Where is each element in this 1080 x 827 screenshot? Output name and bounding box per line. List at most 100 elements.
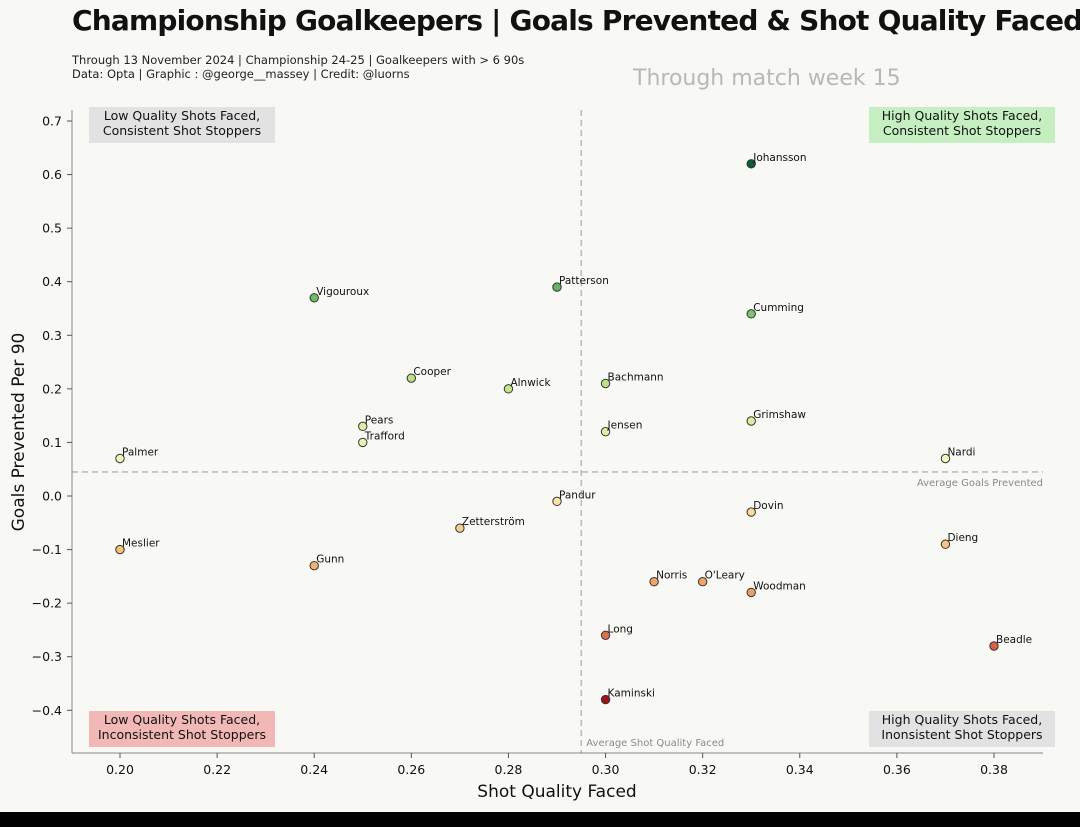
point-marker <box>600 378 611 389</box>
point-label: Long <box>608 623 633 635</box>
point-marker <box>358 421 368 432</box>
quadrant-label-text: Inonsistent Shot Stoppers <box>881 727 1042 742</box>
average-goals-prevented-label: Average Goals Prevented <box>917 478 1043 489</box>
point-marker <box>115 453 125 464</box>
point-marker <box>552 282 562 292</box>
bottom-bar <box>0 812 1080 827</box>
point-marker <box>115 544 125 555</box>
x-tick-label: 0.20 <box>106 762 134 777</box>
x-tick-label: 0.28 <box>495 762 523 777</box>
goalkeeper-point: Vigouroux <box>309 286 369 303</box>
point-marker <box>746 416 756 426</box>
point-label: Pandur <box>559 489 596 501</box>
goalkeeper-point: Alnwick <box>503 377 551 394</box>
quadrant-label-box <box>869 107 1055 143</box>
goalkeeper-point: Long <box>600 623 633 640</box>
quadrant-label-text: Consistent Shot Stoppers <box>103 123 261 138</box>
point-marker <box>600 630 611 640</box>
y-tick-label: 0.1 <box>42 435 62 450</box>
goalkeeper-point: Beadle <box>989 634 1032 651</box>
point-marker <box>600 427 611 437</box>
point-label: Nardi <box>947 447 975 459</box>
chart-title: Championship Goalkeepers | Goals Prevent… <box>72 4 1080 37</box>
quadrant-label-bottom-right: High Quality Shots Faced,Inonsistent Sho… <box>869 711 1055 747</box>
quadrant-label-box <box>89 107 275 143</box>
point-label: Vigouroux <box>316 286 369 298</box>
goalkeeper-point: Cumming <box>746 302 804 319</box>
point-label: Pears <box>365 414 394 426</box>
quadrant-label-top-left: Low Quality Shots Faced,Consistent Shot … <box>89 107 275 143</box>
point-label: Gunn <box>316 554 344 566</box>
point-marker <box>358 437 368 448</box>
quadrant-label-text: Low Quality Shots Faced, <box>104 712 260 727</box>
subtitle-line-1: Through 13 November 2024 | Championship … <box>72 53 525 67</box>
goalkeeper-point: Cooper <box>406 366 452 383</box>
x-tick-label: 0.38 <box>980 762 1008 777</box>
y-tick-label: −0.4 <box>32 703 62 718</box>
point-marker <box>746 159 756 169</box>
quadrant-label-text: Consistent Shot Stoppers <box>883 123 1041 138</box>
goalkeeper-point: Woodman <box>746 580 806 598</box>
goalkeeper-point: Johansson <box>746 152 807 169</box>
goalkeeper-point: Kaminski <box>600 688 655 705</box>
y-tick-label: −0.1 <box>32 542 62 557</box>
goalkeeper-point: Grimshaw <box>746 409 806 426</box>
point-label: Woodman <box>753 580 806 592</box>
x-tick-label: 0.32 <box>689 762 717 777</box>
point-marker <box>309 560 319 571</box>
point-label: Trafford <box>364 430 405 442</box>
point-marker <box>406 373 417 383</box>
goalkeeper-point: Meslier <box>115 538 160 555</box>
y-tick-label: 0.0 <box>42 489 62 504</box>
point-label: Meslier <box>122 538 160 550</box>
y-tick-label: 0.5 <box>42 221 62 236</box>
point-label: Johansson <box>752 152 806 164</box>
point-marker <box>552 496 562 507</box>
point-marker <box>649 577 659 587</box>
quadrant-label-text: Inconsistent Shot Stoppers <box>98 727 266 742</box>
point-marker <box>455 523 465 533</box>
quadrant-label-top-right: High Quality Shots Faced,Consistent Shot… <box>869 107 1055 143</box>
point-marker <box>940 539 951 549</box>
y-tick-label: −0.2 <box>32 596 62 611</box>
quadrant-label-bottom-left: Low Quality Shots Faced,Inconsistent Sho… <box>89 711 275 747</box>
point-label: Dieng <box>947 532 978 544</box>
x-tick-label: 0.36 <box>883 762 911 777</box>
point-label: Alnwick <box>510 377 551 389</box>
point-label: Cooper <box>413 366 451 378</box>
point-label: Zetterström <box>462 516 525 528</box>
goalkeeper-point: Patterson <box>552 275 609 292</box>
goalkeeper-point: Gunn <box>309 554 344 571</box>
point-label: O'Leary <box>705 570 745 582</box>
x-tick-label: 0.34 <box>786 762 814 777</box>
y-tick-label: 0.2 <box>42 381 62 396</box>
goalkeeper-point: Dovin <box>746 500 784 517</box>
goalkeeper-point: Jensen <box>600 420 642 437</box>
x-tick-label: 0.22 <box>203 762 231 777</box>
y-tick-label: 0.6 <box>42 167 62 182</box>
goalkeeper-point: Trafford <box>358 430 405 448</box>
point-marker <box>503 384 514 394</box>
quadrant-label-box <box>89 711 275 747</box>
goalkeeper-point: Palmer <box>115 447 159 464</box>
x-axis-label: Shot Quality Faced <box>477 782 636 802</box>
goalkeeper-point: Nardi <box>940 447 975 464</box>
goalkeeper-point: O'Leary <box>697 570 745 587</box>
point-label: Patterson <box>559 275 609 287</box>
quadrant-label-text: High Quality Shots Faced, <box>882 108 1042 123</box>
y-tick-label: 0.4 <box>42 274 62 289</box>
point-label: Kaminski <box>608 688 655 700</box>
quadrant-label-text: Low Quality Shots Faced, <box>104 108 260 123</box>
goalkeeper-point: Norris <box>649 570 687 587</box>
y-axis-label: Goals Prevented Per 90 <box>9 333 29 532</box>
point-label: Grimshaw <box>753 409 806 421</box>
match-week-label: Through match week 15 <box>633 66 901 91</box>
x-tick-label: 0.24 <box>300 762 328 777</box>
point-label: Beadle <box>996 634 1032 646</box>
y-tick-label: 0.7 <box>42 114 62 129</box>
point-marker <box>600 694 611 705</box>
goalkeeper-point: Zetterström <box>455 516 525 533</box>
x-tick-label: 0.30 <box>592 762 620 777</box>
goalkeeper-point: Pandur <box>552 489 596 507</box>
